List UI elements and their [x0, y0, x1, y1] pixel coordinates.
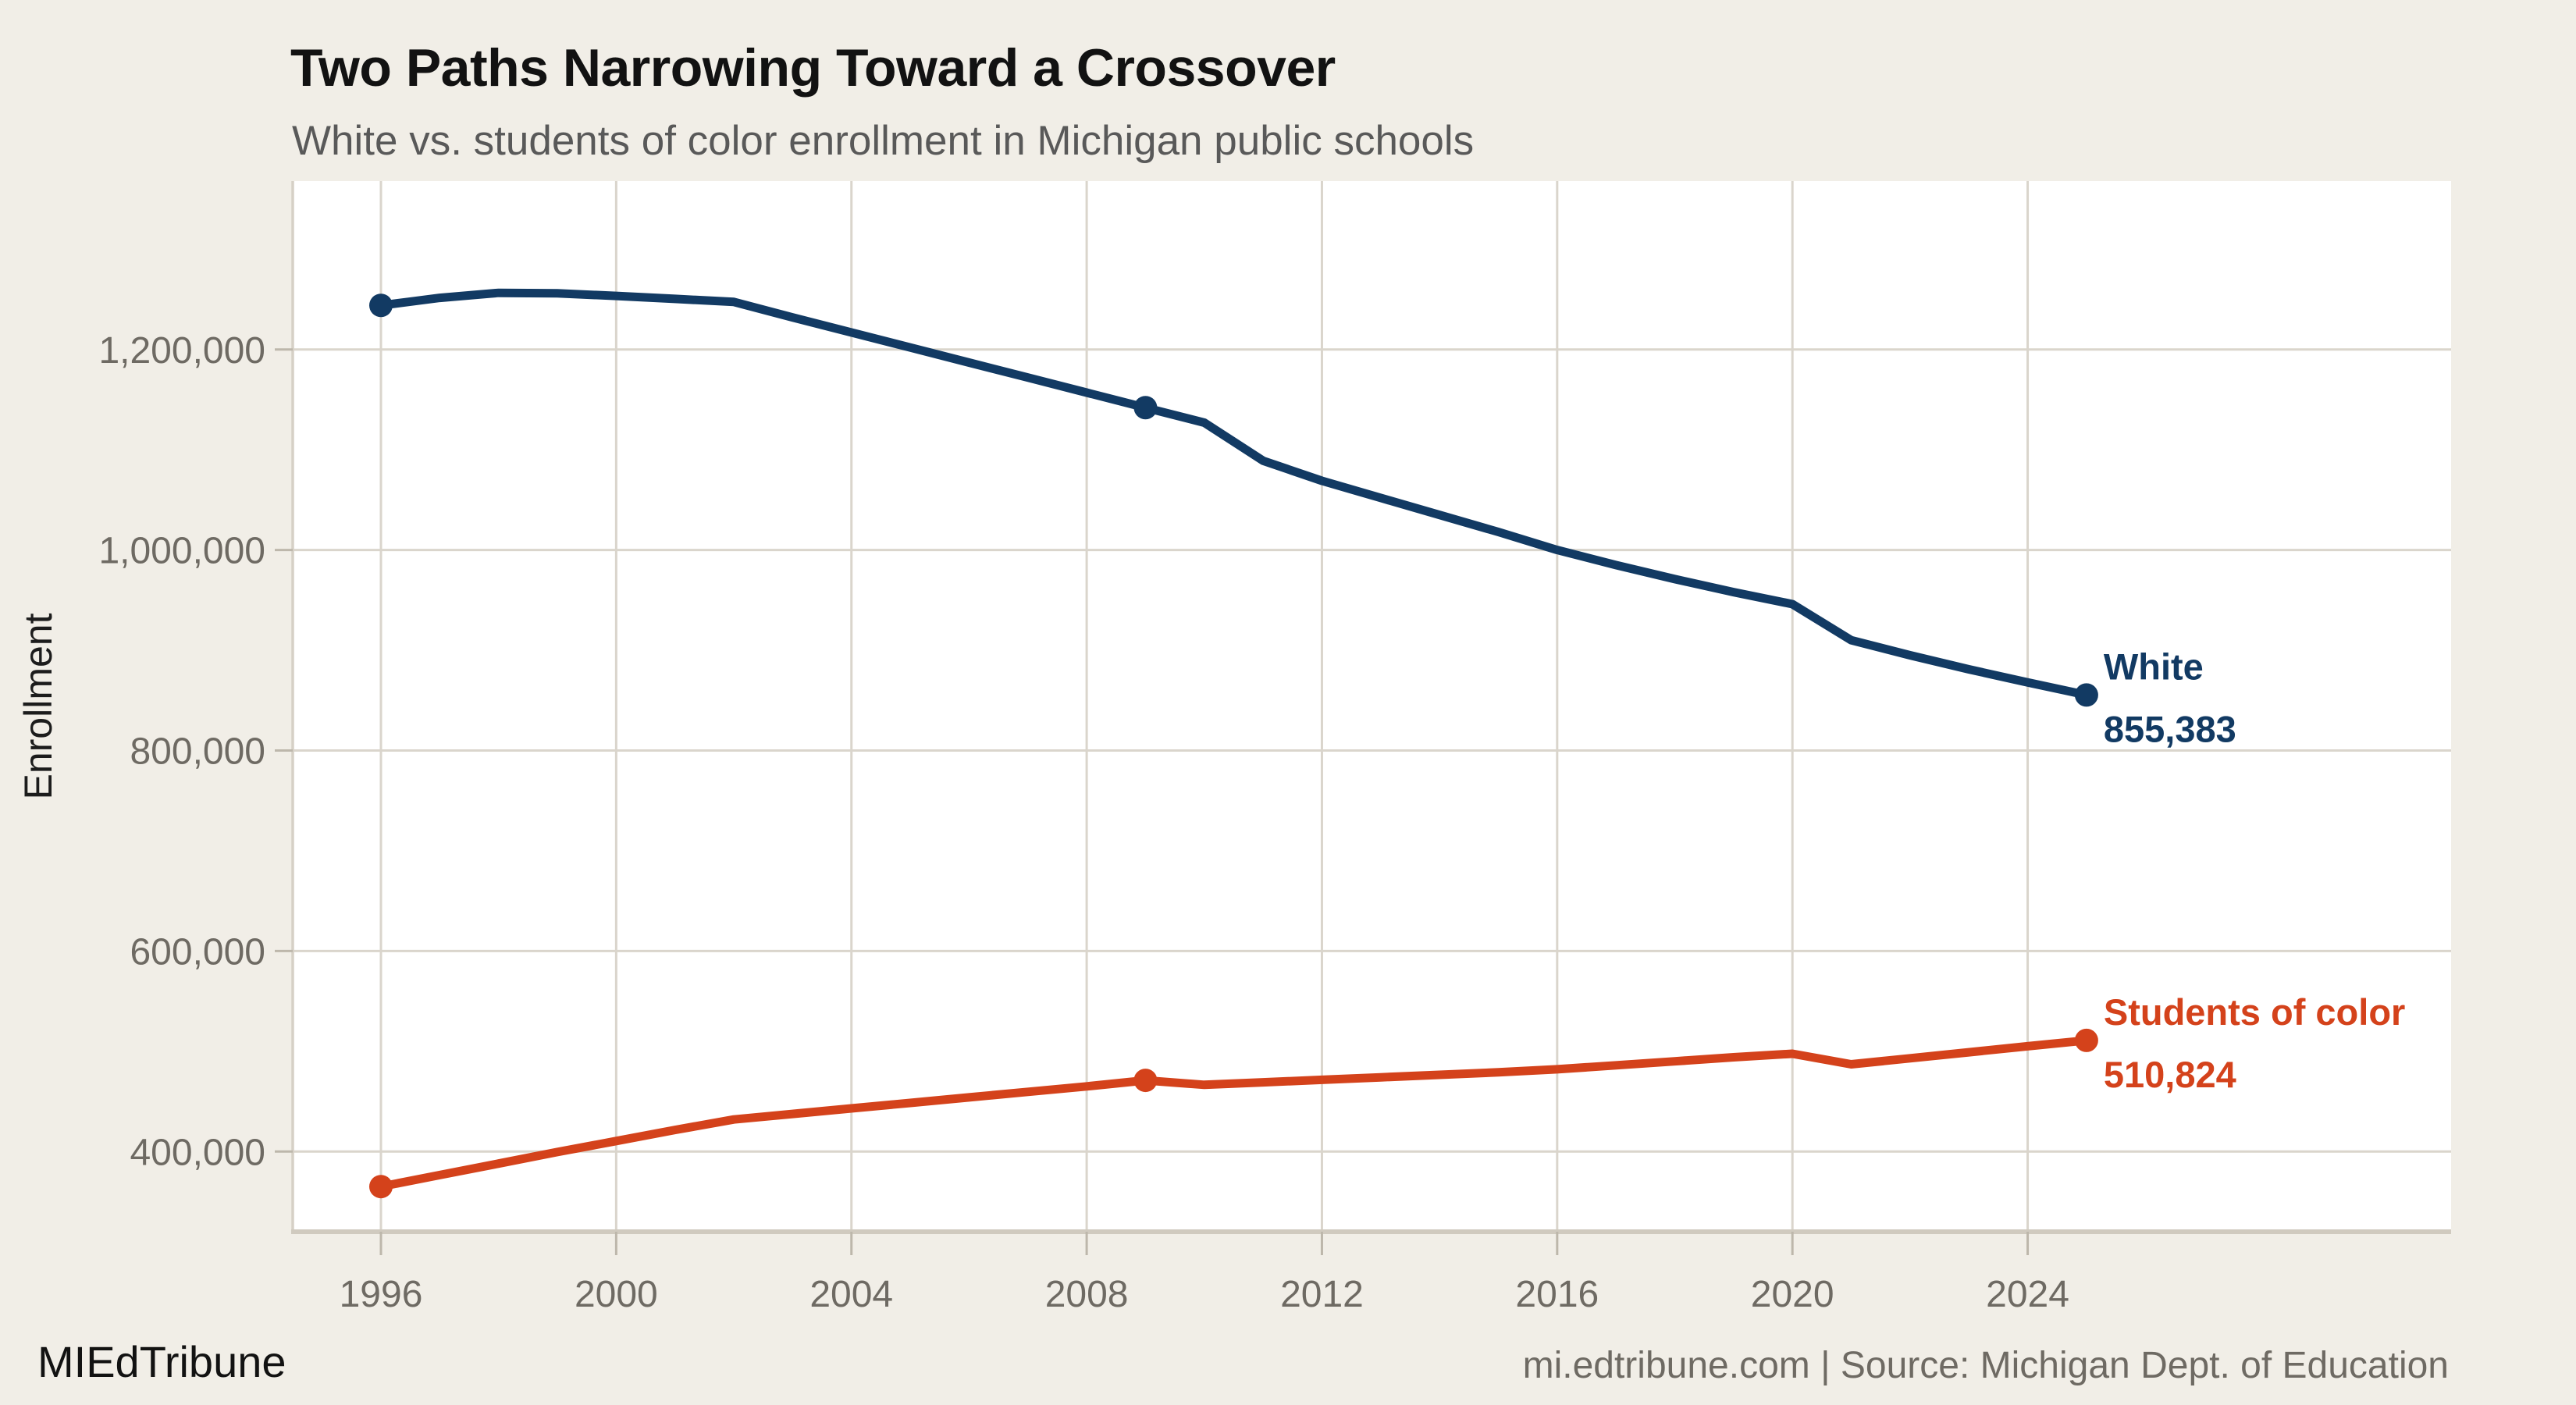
- x-tick-label: 2020: [1751, 1274, 1834, 1315]
- white-marker: [2074, 683, 2098, 707]
- x-tick-label: 2004: [809, 1274, 893, 1315]
- white-end-label: White: [2104, 646, 2204, 687]
- y-tick-label: 1,200,000: [98, 330, 265, 372]
- students-of-color-end-value: 510,824: [2104, 1054, 2236, 1095]
- x-tick-label: 1996: [340, 1274, 423, 1315]
- x-tick-label: 2008: [1045, 1274, 1129, 1315]
- x-tick-label: 2012: [1280, 1274, 1364, 1315]
- students-of-color-line: [376, 1036, 2091, 1191]
- white-marker: [369, 293, 393, 318]
- x-tick-label: 2016: [1515, 1274, 1599, 1315]
- students-of-color-marker: [1133, 1069, 1158, 1093]
- chart-subtitle: White vs. students of color enrollment i…: [292, 118, 1475, 164]
- y-axis-title: Enrollment: [16, 613, 60, 799]
- students-of-color-marker: [2074, 1028, 2098, 1052]
- y-tick-label: 600,000: [130, 931, 265, 973]
- white-end-value: 855,383: [2104, 708, 2236, 749]
- y-tick-label: 400,000: [130, 1132, 265, 1173]
- plot-area: [293, 181, 2451, 1232]
- y-tick-label: 1,000,000: [98, 531, 265, 572]
- chart-title: Two Paths Narrowing Toward a Crossover: [290, 38, 1336, 98]
- x-tick-label: 2000: [575, 1274, 658, 1315]
- source-attribution-text: mi.edtribune.com | Source: Michigan Dept…: [1522, 1345, 2449, 1386]
- y-tick-label: 800,000: [130, 731, 265, 773]
- publisher-brand-text: MIEdTribune: [37, 1337, 286, 1386]
- white-marker: [1133, 396, 1158, 420]
- students-of-color-end-label: Students of color: [2104, 991, 2405, 1033]
- students-of-color-marker: [369, 1175, 393, 1199]
- x-tick-label: 2024: [1986, 1274, 2069, 1315]
- white-line: [376, 288, 2091, 699]
